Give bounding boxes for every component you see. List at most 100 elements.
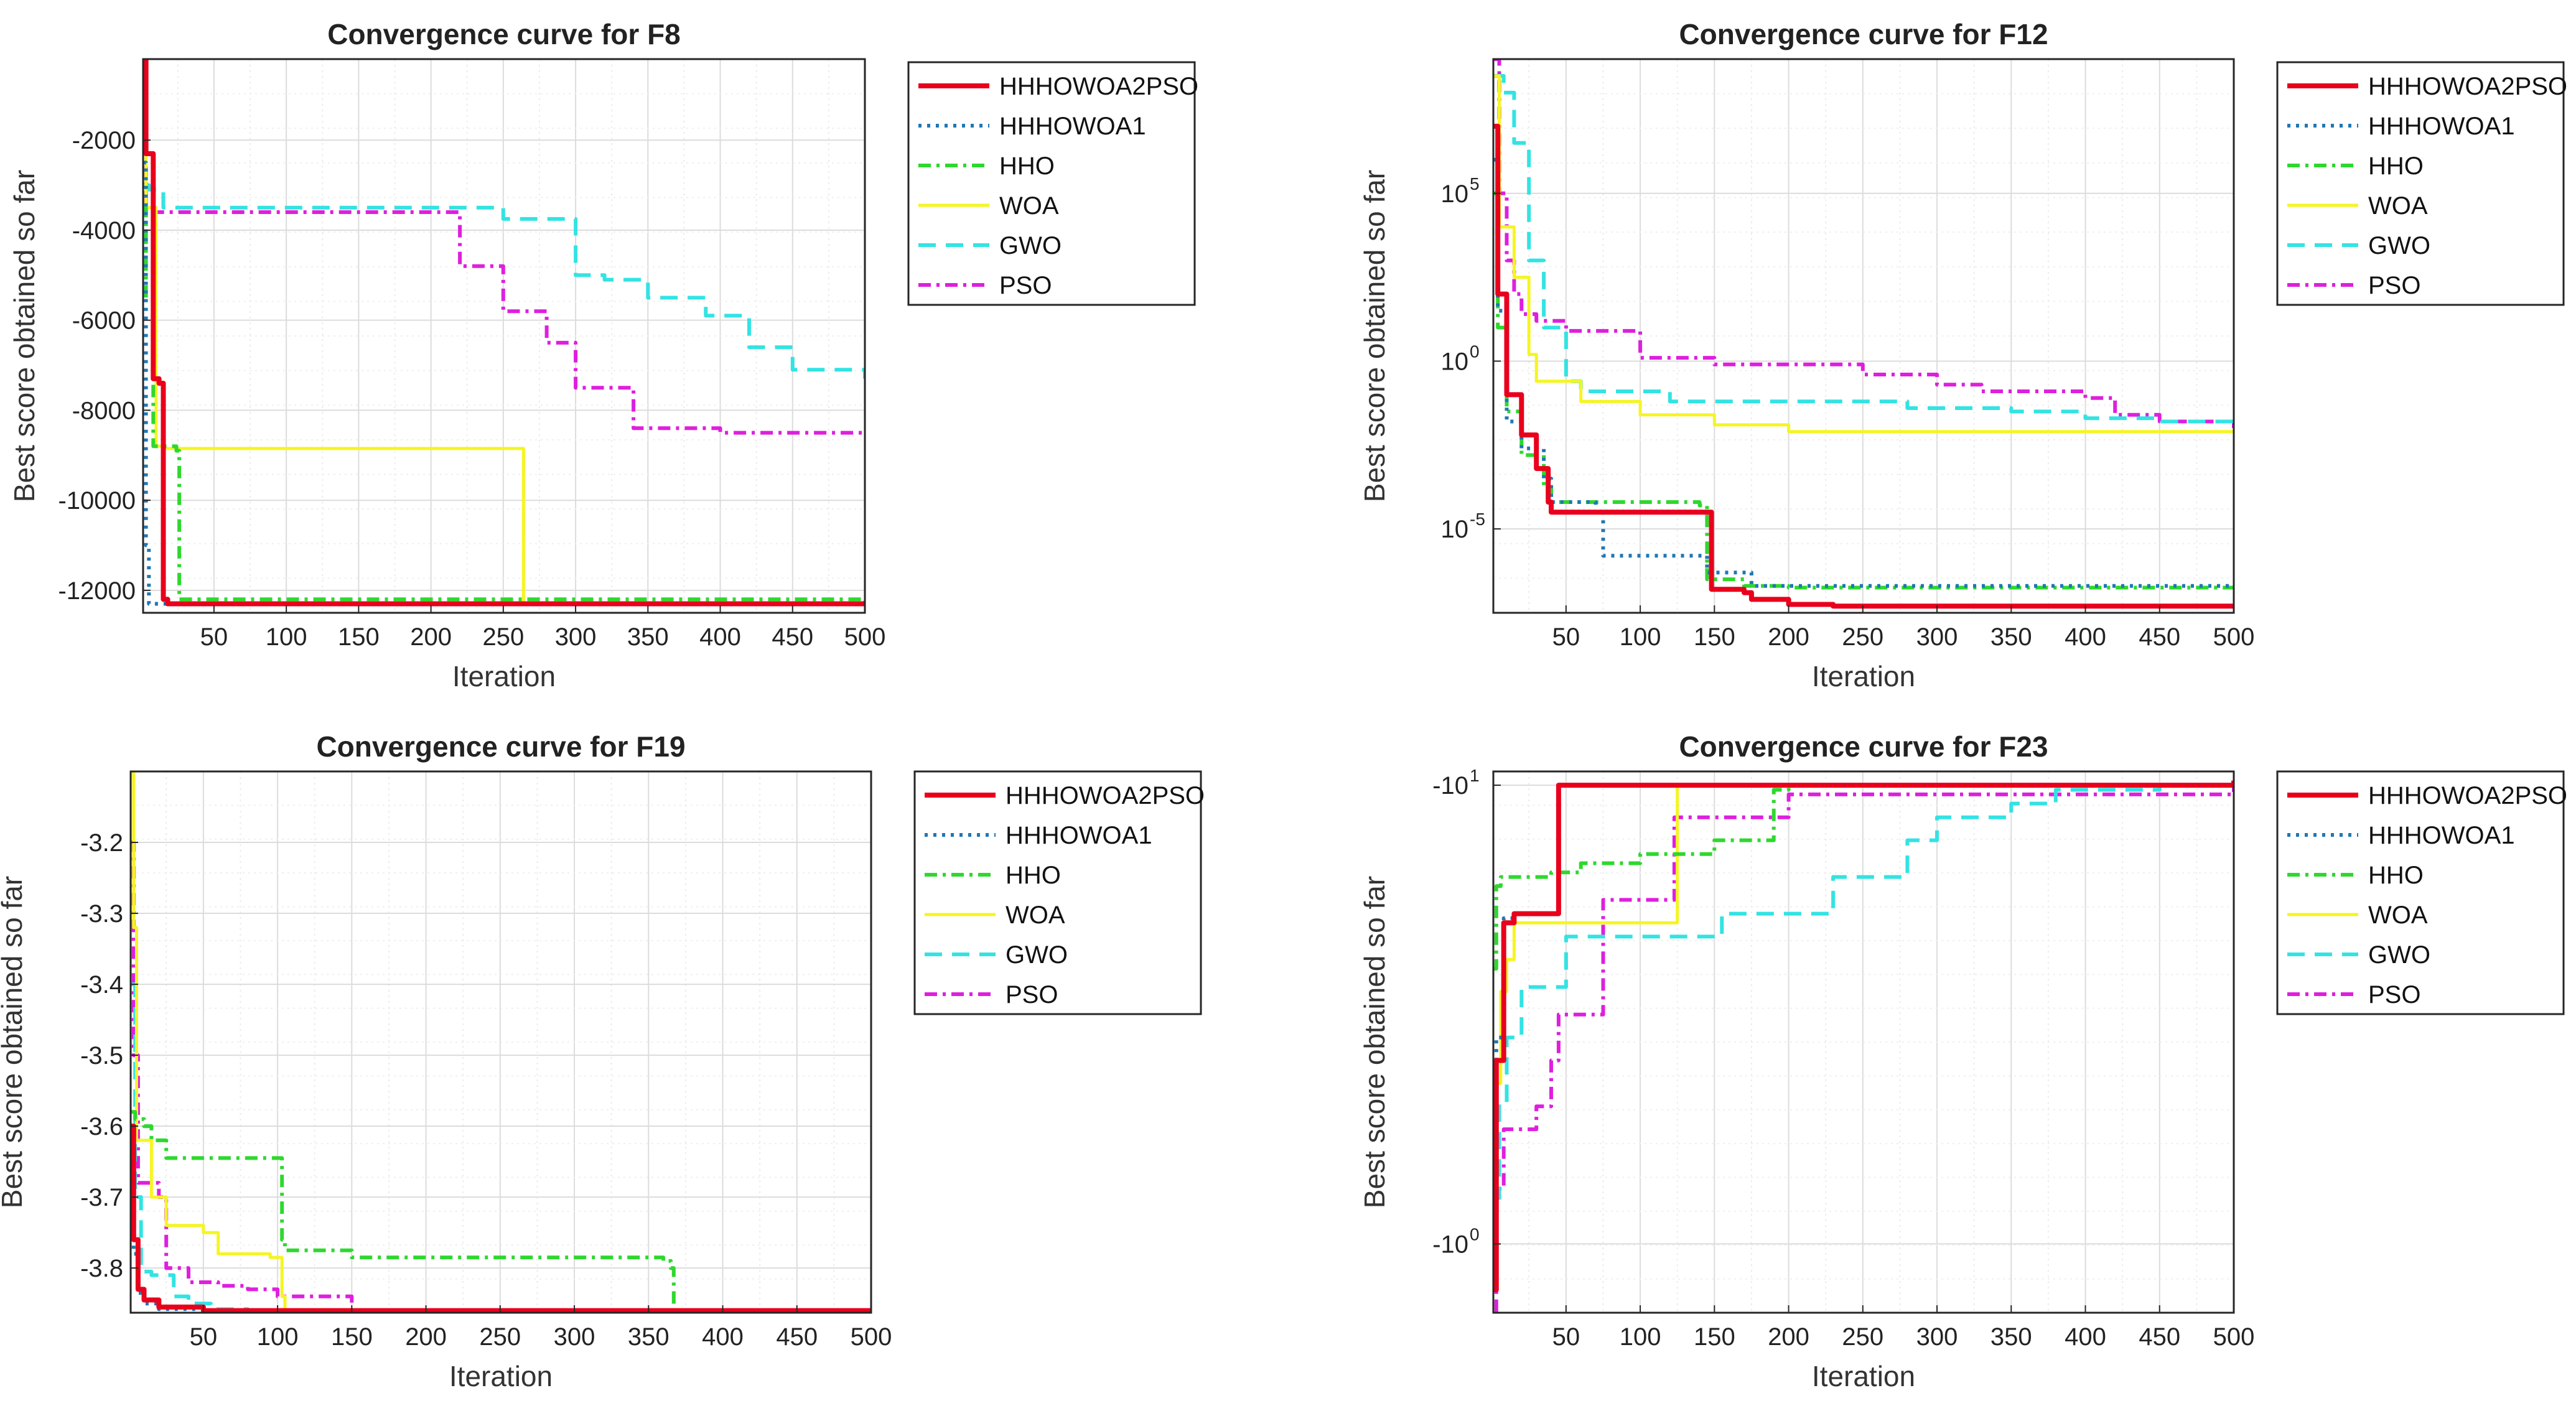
x-tick-label: 400 bbox=[702, 1323, 744, 1351]
x-tick-label: 50 bbox=[200, 623, 228, 651]
legend-label-woa: WOA bbox=[2368, 192, 2428, 220]
series-line-hhhowoa2pso bbox=[1493, 123, 2234, 609]
x-tick-label: 200 bbox=[405, 1323, 447, 1351]
x-tick-label: 350 bbox=[628, 1323, 670, 1351]
x-tick-label: 500 bbox=[2213, 1323, 2255, 1351]
axes-box bbox=[142, 58, 866, 614]
legend-label-woa: WOA bbox=[999, 192, 1059, 220]
x-tick-label: 500 bbox=[2213, 623, 2255, 651]
axes-box bbox=[1492, 770, 2235, 1314]
x-tick-label: 400 bbox=[699, 623, 741, 651]
chart-title: Convergence curve for F19 bbox=[316, 730, 685, 763]
legend: HHHOWOA2PSO HHHOWOA1 HHO WOA GWO PSO bbox=[2276, 770, 2567, 1015]
x-tick-label: 100 bbox=[1620, 1323, 1661, 1351]
x-tick-label: 100 bbox=[1620, 623, 1661, 651]
y-tick-label: -8000 bbox=[72, 397, 136, 424]
grid bbox=[1493, 771, 2234, 1313]
y-tick-exponent: 1 bbox=[1470, 766, 1480, 785]
chart-title: Convergence curve for F23 bbox=[1679, 730, 2048, 763]
y-tick-exponent: 5 bbox=[1470, 174, 1480, 193]
y-tick-label: 10 bbox=[1441, 180, 1469, 208]
y-tick-label: -3.6 bbox=[80, 1113, 123, 1140]
grid bbox=[1493, 59, 2234, 613]
x-tick-label: 450 bbox=[772, 623, 813, 651]
legend: HHHOWOA2PSO HHHOWOA1 HHO WOA GWO PSO bbox=[913, 770, 1205, 1015]
x-tick-label: 300 bbox=[555, 623, 597, 651]
x-tick-label: 300 bbox=[1916, 623, 1958, 651]
y-axis-label: Best score obtained so far bbox=[1358, 170, 1391, 502]
legend-label-hhhowoa1: HHHOWOA1 bbox=[2368, 822, 2515, 849]
legend-box bbox=[913, 770, 1202, 1015]
legend: HHHOWOA2PSO HHHOWOA1 HHO WOA GWO PSO bbox=[907, 61, 1198, 306]
x-tick-label: 250 bbox=[1842, 1323, 1883, 1351]
y-tick-label: -3.5 bbox=[80, 1042, 123, 1069]
chart-panel-4: 50 100 150 200 250 300 350 400 450 500-10 0-10 1Con… bbox=[1358, 730, 2567, 1392]
x-axis-label: Iteration bbox=[1812, 660, 1915, 692]
y-tick-label: -6000 bbox=[72, 307, 136, 335]
legend-label-hho: HHO bbox=[999, 152, 1055, 180]
series-line-pso bbox=[1494, 780, 2234, 1313]
x-tick-label: 500 bbox=[844, 623, 886, 651]
series-line-gwo bbox=[143, 183, 865, 379]
legend-label-hhhowoa1: HHHOWOA1 bbox=[2368, 113, 2515, 140]
y-tick-label: -10000 bbox=[58, 487, 136, 515]
legend-label-gwo: GWO bbox=[2368, 232, 2430, 259]
y-tick-label: 10 bbox=[1441, 348, 1469, 375]
chart-title: Convergence curve for F8 bbox=[327, 18, 681, 50]
legend-label-hhhowoa2pso: HHHOWOA2PSO bbox=[999, 73, 1198, 100]
chart-title: Convergence curve for F12 bbox=[1679, 18, 2048, 50]
legend-label-pso: PSO bbox=[999, 272, 1052, 299]
x-tick-label: 300 bbox=[554, 1323, 595, 1351]
series-group bbox=[1493, 780, 2234, 1313]
y-tick-label: -2000 bbox=[72, 127, 136, 154]
x-tick-label: 350 bbox=[627, 623, 669, 651]
grid bbox=[131, 771, 872, 1313]
x-tick-label: 50 bbox=[1552, 1323, 1580, 1351]
x-tick-label: 200 bbox=[1768, 623, 1809, 651]
y-tick-exponent: 0 bbox=[1470, 342, 1480, 361]
series-line-woa bbox=[131, 771, 871, 1313]
x-tick-label: 300 bbox=[1916, 1323, 1958, 1351]
x-tick-label: 450 bbox=[776, 1323, 818, 1351]
x-axis-label: Iteration bbox=[452, 660, 556, 692]
x-tick-label: 150 bbox=[1694, 623, 1735, 651]
x-tick-label: 150 bbox=[338, 623, 380, 651]
y-tick-label: -3.3 bbox=[80, 900, 123, 928]
chart-panel-1: 50 100 150 200 250 300 350 400 450 500 -2000 -4000 -… bbox=[8, 18, 1198, 692]
series-line-pso bbox=[131, 841, 871, 1313]
legend-box bbox=[2276, 61, 2565, 306]
x-tick-label: 50 bbox=[1552, 623, 1580, 651]
x-tick-label: 200 bbox=[1768, 1323, 1809, 1351]
y-tick-exponent: -5 bbox=[1470, 510, 1485, 529]
legend-box bbox=[907, 61, 1196, 306]
legend-label-woa: WOA bbox=[2368, 901, 2428, 929]
y-tick-label: -3.4 bbox=[80, 971, 123, 999]
legend: HHHOWOA2PSO HHHOWOA1 HHO WOA GWO PSO bbox=[2276, 61, 2567, 306]
legend-label-gwo: GWO bbox=[1006, 941, 1068, 969]
x-tick-label: 250 bbox=[482, 623, 524, 651]
legend-label-hhhowoa2pso: HHHOWOA2PSO bbox=[2368, 782, 2567, 809]
x-tick-label: 450 bbox=[2139, 623, 2180, 651]
x-tick-label: 200 bbox=[410, 623, 452, 651]
x-axis-label: Iteration bbox=[1812, 1360, 1915, 1392]
x-tick-label: 400 bbox=[2065, 623, 2106, 651]
plot-area bbox=[143, 59, 865, 613]
legend-label-gwo: GWO bbox=[2368, 941, 2430, 969]
series-group bbox=[143, 59, 865, 607]
y-axis-label: Best score obtained so far bbox=[0, 876, 28, 1208]
x-tick-label: 400 bbox=[2065, 1323, 2106, 1351]
legend-box bbox=[2276, 770, 2565, 1015]
legend-label-hhhowoa1: HHHOWOA1 bbox=[999, 113, 1146, 140]
y-tick-label: -12000 bbox=[58, 577, 136, 605]
axes-box bbox=[129, 770, 872, 1314]
y-tick-label: -10 bbox=[1432, 772, 1468, 799]
x-axis-label: Iteration bbox=[449, 1360, 553, 1392]
series-line-hho bbox=[131, 1110, 871, 1313]
x-tick-label: 250 bbox=[1842, 623, 1883, 651]
x-tick-label: 100 bbox=[266, 623, 307, 651]
y-tick-label: -4000 bbox=[72, 217, 136, 245]
series-line-hho bbox=[143, 205, 865, 602]
legend-label-hhhowoa2pso: HHHOWOA2PSO bbox=[1006, 782, 1205, 809]
series-line-hhhowoa2pso bbox=[1493, 780, 2234, 1293]
